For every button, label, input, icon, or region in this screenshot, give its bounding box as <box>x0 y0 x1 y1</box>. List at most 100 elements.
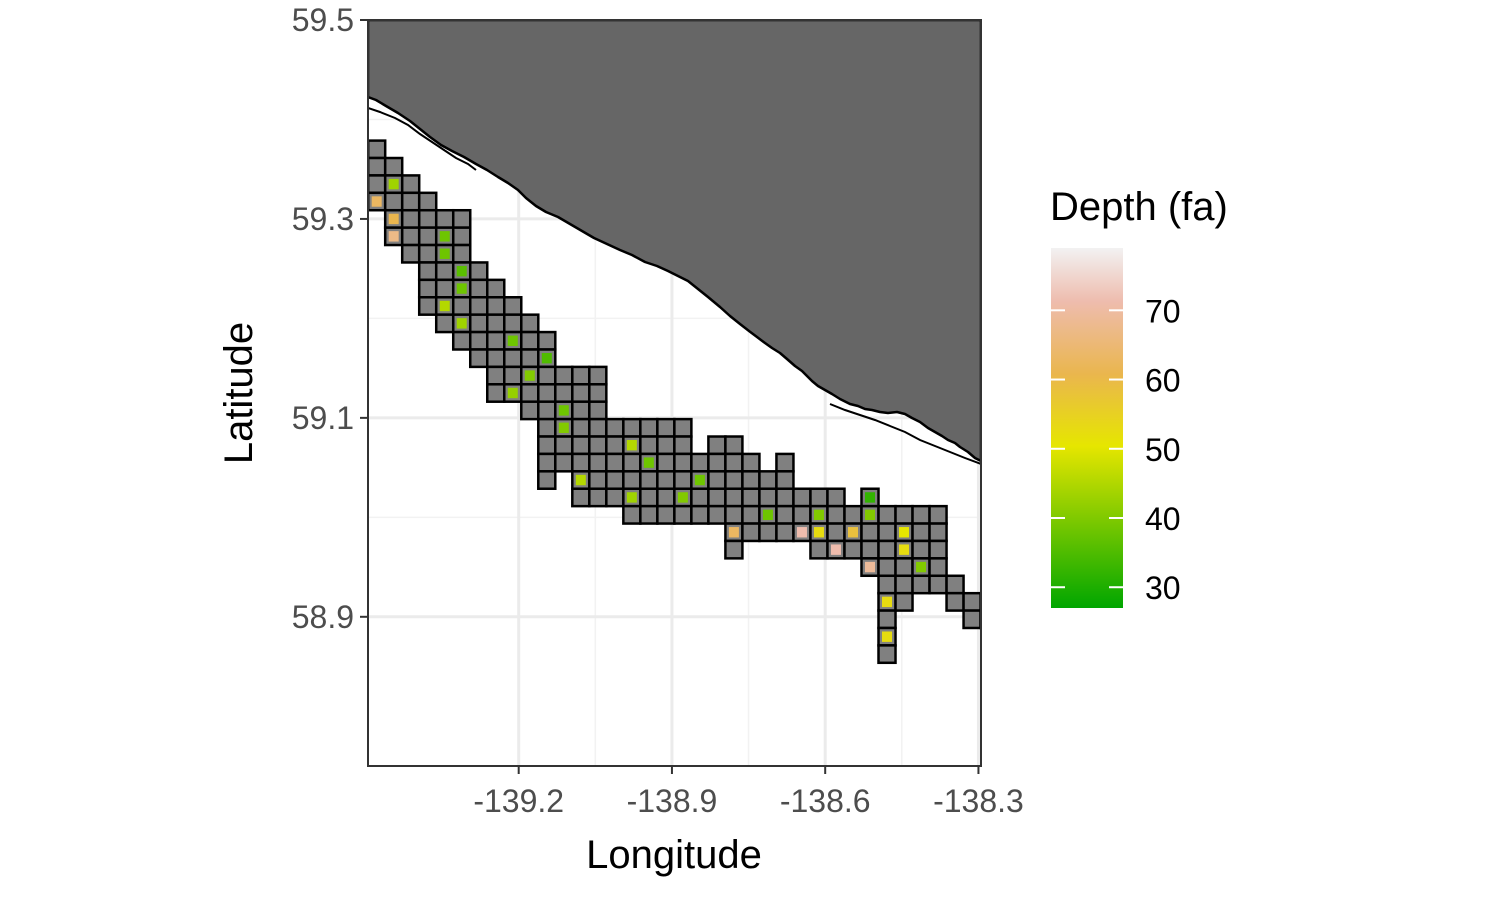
depth-cell <box>916 561 927 573</box>
grid-cell <box>571 435 591 456</box>
grid-cell <box>860 522 880 543</box>
grid-cell <box>417 191 438 212</box>
grid-cell <box>639 504 659 525</box>
grid-cell <box>537 400 557 421</box>
grid-cell <box>588 452 608 473</box>
grid-cell <box>877 609 897 630</box>
depth-cell <box>762 509 773 521</box>
grid-cell <box>877 539 897 560</box>
grid-cell <box>503 365 523 386</box>
grid-cell <box>468 313 489 334</box>
grid-cell <box>690 504 710 525</box>
grid-cell <box>741 487 761 508</box>
grid-cell <box>911 522 931 543</box>
grid-cell <box>775 504 795 525</box>
depth-cell <box>899 544 910 555</box>
grid-cell <box>707 504 727 525</box>
depth-cell <box>813 527 824 538</box>
depth-cell <box>524 370 535 381</box>
grid-cell <box>707 487 727 508</box>
grid-cell <box>741 504 761 525</box>
grid-cell <box>826 504 846 525</box>
depth-cell <box>388 231 399 242</box>
grid-cell <box>894 557 914 578</box>
depth-cell <box>864 492 876 503</box>
grid-cell <box>434 313 455 334</box>
grid-cell <box>690 487 710 508</box>
depth-cell <box>439 231 450 242</box>
grid-cell <box>826 522 846 543</box>
grid-cell <box>417 208 438 229</box>
grid-cell <box>554 383 574 403</box>
grid-cell <box>486 383 506 403</box>
grid-cell <box>843 539 863 560</box>
grid-cell <box>792 487 812 508</box>
legend-tick-label: 30 <box>1145 570 1181 606</box>
grid-cell <box>605 487 625 508</box>
grid-cell <box>537 452 557 473</box>
grid-cell <box>537 470 557 490</box>
grid-cell <box>368 139 387 160</box>
grid-cell <box>639 487 659 508</box>
grid-cell <box>571 365 591 386</box>
grid-cell <box>656 487 676 508</box>
grid-cell <box>928 574 948 595</box>
y-tick-label: 59.1 <box>292 400 354 436</box>
grid-cell <box>537 435 557 456</box>
depth-cell <box>371 196 382 207</box>
grid-cell <box>639 417 659 438</box>
depth-cell <box>694 474 705 486</box>
grid-cell <box>434 208 455 229</box>
grid-cell <box>724 504 744 525</box>
depth-cell <box>626 440 637 451</box>
grid-cell <box>588 470 608 490</box>
grid-cell <box>894 504 914 525</box>
grid-cell <box>605 452 625 473</box>
depth-cell <box>456 318 467 329</box>
grid-cell <box>503 348 523 369</box>
grid-cell <box>775 470 795 490</box>
grid-cell <box>368 174 387 195</box>
grid-cell <box>673 452 693 473</box>
grid-cell <box>486 330 506 351</box>
grid-cell <box>962 591 981 612</box>
grid-cell <box>520 348 540 369</box>
grid-cell <box>826 487 846 508</box>
grid-cell <box>877 504 897 525</box>
depth-cells <box>368 139 981 665</box>
grid-cell <box>792 504 812 525</box>
grid-cell <box>724 470 744 490</box>
grid-cell <box>417 226 438 247</box>
grid-cell <box>468 296 489 316</box>
grid-cell <box>809 539 829 560</box>
grid-cell <box>928 539 948 560</box>
grid-cell <box>588 365 608 386</box>
grid-cell <box>724 452 744 473</box>
legend-tick-label: 60 <box>1145 363 1181 399</box>
grid-cell <box>775 487 795 508</box>
grid-cell <box>741 470 761 490</box>
grid-cell <box>894 574 914 595</box>
depth-cell <box>626 492 637 503</box>
grid-cell <box>400 174 421 195</box>
y-axis: 58.9 59.1 59.3 59.5 <box>292 2 368 635</box>
grid-cell <box>571 400 591 421</box>
grid-cell <box>588 487 608 508</box>
grid-cell <box>588 400 608 421</box>
grid-cell <box>468 330 489 351</box>
grid-cell <box>928 557 948 578</box>
grid-cell <box>503 296 523 316</box>
x-tick-label: -138.3 <box>933 783 1024 819</box>
grid-cell <box>588 417 608 438</box>
grid-cell <box>468 261 489 282</box>
grid-cell <box>451 243 472 264</box>
grid-cell <box>605 470 625 490</box>
grid-cell <box>486 365 506 386</box>
grid-cell <box>400 191 421 212</box>
grid-cell <box>588 383 608 403</box>
grid-cell <box>656 504 676 525</box>
legend-tick-label: 40 <box>1145 501 1181 537</box>
grid-cell <box>451 330 472 351</box>
grid-cell <box>724 487 744 508</box>
grid-cell <box>707 470 727 490</box>
